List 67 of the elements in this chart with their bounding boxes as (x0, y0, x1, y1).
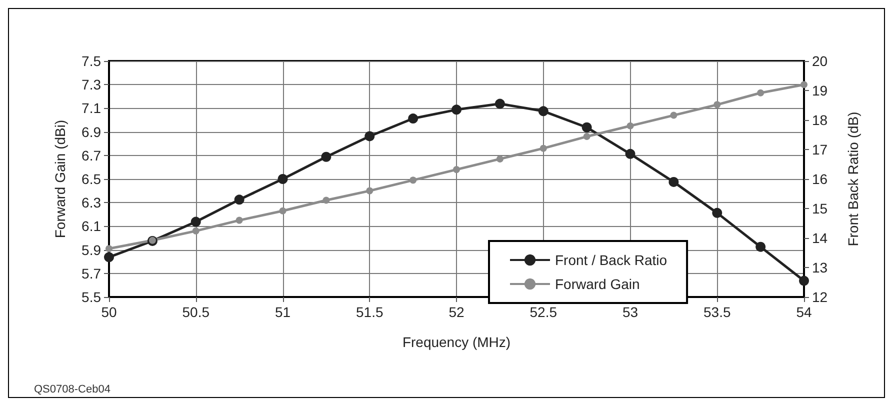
y2-tick-label: 12 (812, 289, 828, 305)
point (799, 276, 809, 286)
y-tick-label: 5.5 (82, 289, 102, 305)
point (712, 208, 722, 218)
y-tick-label: 7.1 (82, 100, 102, 116)
point (757, 89, 764, 96)
point (104, 252, 114, 262)
point (494, 98, 505, 109)
y-tick-label: 7.3 (82, 76, 102, 93)
point (321, 152, 332, 162)
y-tick-label: 5.9 (82, 242, 102, 258)
y-tick-label: 5.7 (82, 265, 102, 282)
point (453, 166, 460, 174)
x-tick-label: 53.5 (704, 304, 731, 320)
point (410, 176, 417, 184)
x-tick-label: 51 (274, 304, 291, 320)
y2-tick-label: 18 (812, 112, 828, 128)
point (408, 114, 418, 124)
y2-tick-label: 16 (812, 171, 828, 187)
x-tick-label: 53 (622, 304, 638, 320)
x-tick-label: 50.5 (182, 304, 210, 320)
y2-tick-label: 13 (812, 260, 828, 276)
point (278, 174, 288, 184)
point (234, 194, 244, 205)
x-tick-label: 54 (796, 304, 812, 320)
y-tick-label: 7.5 (82, 53, 102, 69)
legend-label: Front / Back Ratio (555, 252, 668, 268)
point (670, 112, 678, 119)
y2-axis-title: Front Back Ratio (dB) (845, 112, 861, 246)
point (583, 133, 590, 140)
point (756, 242, 766, 252)
point (625, 148, 636, 159)
point (452, 104, 462, 115)
y-tick-label: 6.7 (82, 147, 102, 164)
point (582, 122, 592, 132)
point (279, 207, 286, 214)
y2-tick-label: 17 (812, 142, 828, 158)
y-tick-label: 6.3 (82, 194, 102, 211)
point (190, 216, 201, 227)
point (668, 176, 679, 187)
point (322, 196, 330, 204)
x-tick-label: 50 (101, 304, 117, 320)
y2-tick-label: 20 (812, 53, 828, 69)
y-tick-label: 6.1 (82, 218, 102, 234)
y-tick-label: 6.5 (82, 171, 102, 187)
point (714, 101, 721, 108)
point (366, 187, 374, 194)
point (496, 155, 504, 162)
point (626, 122, 634, 130)
x-tick-label: 52.5 (530, 304, 558, 320)
legend-label: Forward Gain (555, 276, 640, 292)
y2-tick-label: 19 (812, 82, 828, 98)
point (106, 245, 112, 252)
text: QS0708-Ceb04 (34, 384, 110, 396)
x-tick-label: 52 (448, 304, 464, 320)
y2-tick-label: 14 (812, 230, 828, 246)
point (540, 144, 547, 152)
y-axis-title: Forward Gain (dBi) (52, 120, 68, 238)
y-tick-label: 6.9 (82, 124, 102, 140)
y2-tick-label: 15 (812, 200, 828, 216)
x-axis-title: Frequency (MHz) (402, 334, 511, 350)
point (364, 131, 375, 142)
x-tick-label: 51.5 (356, 304, 384, 320)
point (538, 106, 548, 116)
point (192, 227, 200, 234)
point (800, 81, 808, 88)
point (236, 216, 243, 224)
